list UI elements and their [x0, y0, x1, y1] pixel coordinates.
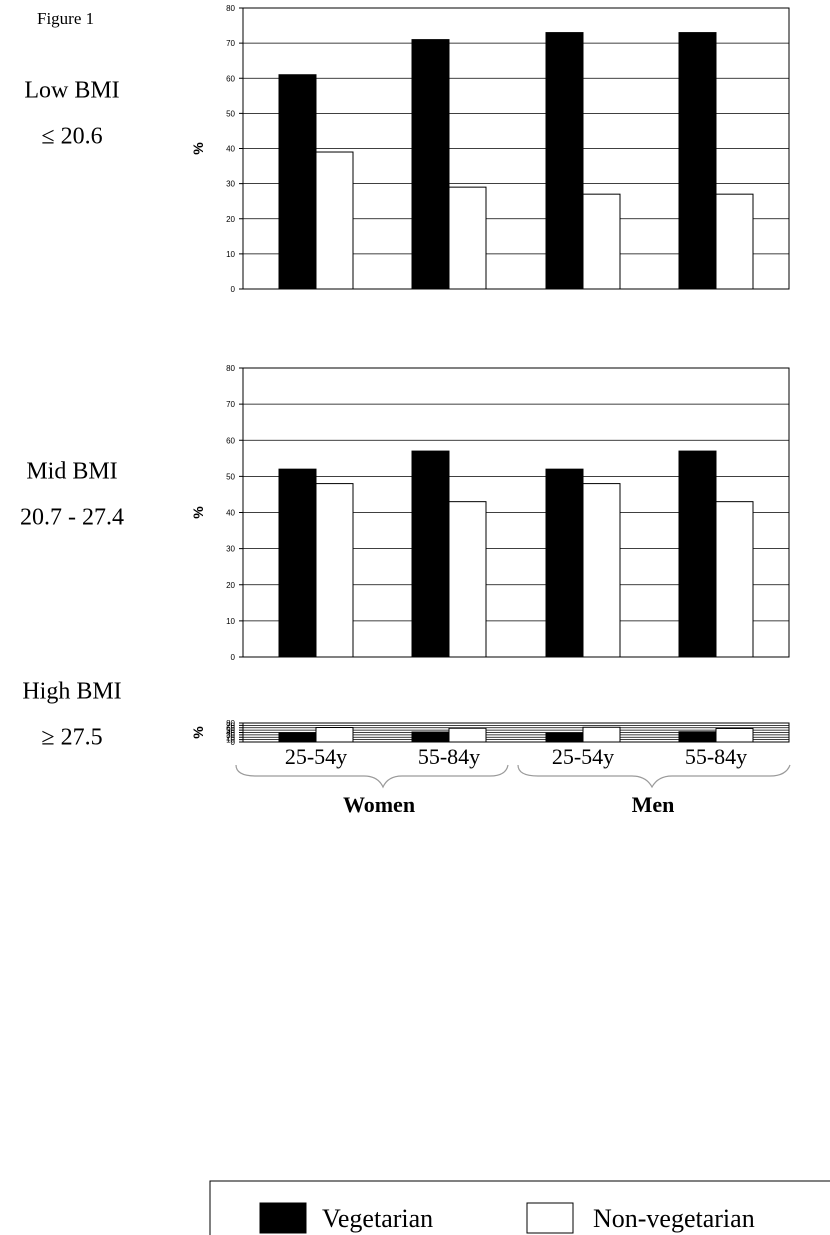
y-tick-label: 70 [226, 39, 235, 48]
bar-vegetarian-2-2 [545, 732, 584, 743]
y-tick-label: 10 [226, 736, 235, 745]
y-tick-label: 70 [226, 400, 235, 409]
y-tick-label: 50 [226, 726, 235, 735]
x-label-women-55-84: 55-84y [418, 744, 480, 769]
y-tick-label: 40 [226, 509, 235, 518]
y-tick-label: 60 [226, 724, 235, 733]
x-label-men-25-54: 25-54y [552, 744, 614, 769]
bar-vegetarian-2-1 [411, 731, 450, 743]
bar-non-vegetarian-1-1 [448, 501, 487, 658]
y-tick-label: 20 [226, 581, 235, 590]
bar-vegetarian-2-0 [278, 732, 317, 743]
y-tick-label: 30 [226, 180, 235, 189]
y-tick-label: 30 [226, 545, 235, 554]
y-tick-label: 40 [226, 729, 235, 738]
row-label-name: High BMI [22, 679, 121, 705]
brace-men [517, 764, 791, 789]
figure-label: Figure 1 [37, 9, 94, 28]
legend-label-vegetarian: Vegetarian [322, 1204, 433, 1233]
legend: Vegetarian Non-vegetarian [209, 1180, 830, 1235]
y-tick-label: 30 [226, 731, 235, 740]
group-labels: Women Men [343, 792, 674, 817]
y-tick-label: 0 [231, 653, 236, 662]
y-tick-label: 20 [226, 733, 235, 742]
y-tick-label: 10 [226, 617, 235, 626]
y-axis-label: % [190, 142, 206, 155]
x-label-men-55-84: 55-84y [685, 744, 747, 769]
y-tick-label: 50 [226, 109, 235, 118]
y-tick-label: 60 [226, 74, 235, 83]
bar-non-vegetarian-2-3 [715, 727, 754, 743]
legend-swatch-vegetarian [259, 1202, 307, 1234]
group-label-men: Men [632, 792, 675, 817]
row-label-range: 20.7 - 27.4 [20, 505, 124, 531]
bar-non-vegetarian-0-3 [715, 193, 754, 290]
y-tick-label: 20 [226, 215, 235, 224]
y-tick-label: 0 [231, 738, 236, 747]
bar-vegetarian-0-3 [678, 32, 717, 290]
bar-vegetarian-1-2 [545, 468, 584, 658]
y-tick-label: 10 [226, 250, 235, 259]
legend-frame [209, 1180, 830, 1235]
bar-non-vegetarian-2-2 [582, 726, 621, 743]
y-tick-label: 80 [226, 364, 235, 373]
y-tick-label: 80 [226, 719, 235, 728]
bar-non-vegetarian-0-0 [315, 151, 354, 290]
chart-panel-1: 0 10 20 30 40 50 60 70 80% Mid BMI 20.7 - 27.4 [20, 364, 790, 662]
row-label-range: ≥ 27.5 [41, 725, 102, 751]
row-label-name: Mid BMI [26, 459, 117, 485]
y-tick-label: 60 [226, 436, 235, 445]
bar-non-vegetarian-2-1 [448, 727, 487, 743]
bar-vegetarian-1-3 [678, 450, 717, 658]
row-label-range: ≤ 20.6 [41, 124, 102, 150]
bar-non-vegetarian-1-0 [315, 483, 354, 658]
y-tick-label: 70 [226, 721, 235, 730]
bar-vegetarian-0-0 [278, 74, 317, 290]
bar-vegetarian-2-3 [678, 731, 717, 743]
x-label-women-25-54: 25-54y [285, 744, 347, 769]
y-axis-label: % [190, 506, 206, 519]
chart-panel-0: 0 10 20 30 40 50 60 70 80% Low BMI ≤ 20.6 [24, 4, 790, 294]
row-label-name: Low BMI [24, 78, 119, 104]
y-tick-label: 40 [226, 145, 235, 154]
legend-swatch-non-vegetarian [526, 1202, 574, 1234]
y-tick-label: 80 [226, 4, 235, 13]
bar-non-vegetarian-0-2 [582, 193, 621, 290]
y-tick-label: 0 [231, 285, 236, 294]
group-label-women: Women [343, 792, 415, 817]
x-axis-labels: 25-54y 55-84y 25-54y 55-84y [285, 744, 747, 769]
brace-women [235, 764, 509, 789]
bar-vegetarian-1-1 [411, 450, 450, 658]
bar-non-vegetarian-2-0 [315, 727, 354, 743]
bar-non-vegetarian-1-2 [582, 483, 621, 658]
y-axis-label: % [190, 726, 206, 739]
bar-vegetarian-0-2 [545, 32, 584, 290]
legend-label-non-vegetarian: Non-vegetarian [593, 1204, 755, 1233]
y-tick-label: 50 [226, 472, 235, 481]
bar-non-vegetarian-0-1 [448, 186, 487, 290]
bar-vegetarian-1-0 [278, 468, 317, 658]
bar-non-vegetarian-1-3 [715, 501, 754, 658]
bar-vegetarian-0-1 [411, 39, 450, 290]
